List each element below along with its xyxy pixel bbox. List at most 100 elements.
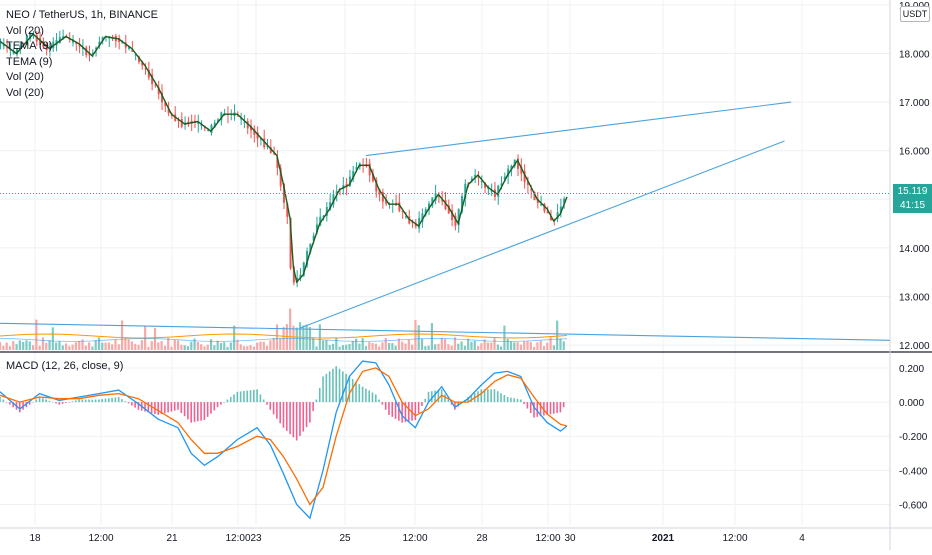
volume-bar <box>97 337 101 350</box>
histogram-bar <box>407 402 410 422</box>
legend-item[interactable]: TEMA (9) <box>6 55 53 68</box>
histogram-bar <box>32 402 34 403</box>
histogram-bar <box>259 394 262 403</box>
histogram-bar <box>414 402 417 421</box>
volume-bar <box>8 346 12 350</box>
legend-item[interactable]: TEMA (9) <box>6 40 53 52</box>
candle-body <box>444 199 447 210</box>
volume-bar <box>0 342 2 350</box>
histogram-bar <box>365 388 367 403</box>
histogram-bar <box>322 376 324 403</box>
candle-body <box>207 129 210 131</box>
legend-item[interactable]: Vol (20) <box>6 86 44 99</box>
histogram-bar <box>75 400 77 403</box>
histogram-bar <box>328 371 331 403</box>
volume-bar <box>513 342 516 350</box>
histogram-bar <box>28 402 31 405</box>
histogram-bar <box>470 395 473 403</box>
volume-bar <box>490 342 493 350</box>
trendline <box>365 101 792 157</box>
histogram-bar <box>187 402 189 420</box>
candle-body <box>88 53 91 56</box>
histogram-bar <box>269 402 272 410</box>
candle-body <box>124 42 127 48</box>
histogram-bar <box>84 399 87 403</box>
histogram-bar <box>5 402 8 403</box>
candle-body <box>289 217 292 269</box>
volume-bar <box>38 345 41 350</box>
candle-body <box>246 121 249 129</box>
volume-bar <box>341 345 345 350</box>
candle-body <box>157 87 160 95</box>
volume-bar <box>18 340 21 350</box>
signal-line <box>0 367 568 506</box>
candle-body <box>134 54 137 56</box>
volume-bar <box>25 340 28 350</box>
histogram-bar <box>180 402 183 413</box>
candle-body <box>563 198 566 204</box>
volume-bar <box>450 345 453 350</box>
macd-y-tick-label: -0.600 <box>899 501 928 512</box>
histogram-bar <box>335 366 338 403</box>
candle-body <box>309 243 312 253</box>
candle-body <box>484 182 487 188</box>
volume-bar <box>91 346 94 350</box>
volume-bar <box>206 344 209 350</box>
histogram-bar <box>299 402 301 437</box>
histogram-bar <box>309 402 311 423</box>
volume-bar <box>338 346 341 350</box>
currency-unit-badge[interactable]: USDT <box>900 6 930 22</box>
volume-bar <box>226 346 229 350</box>
legend-item[interactable]: Vol (20) <box>6 71 44 83</box>
histogram-bar <box>312 402 314 412</box>
histogram-bar <box>91 399 94 403</box>
volume-ma-line <box>0 333 568 339</box>
chart-title: NEO / TetherUS, 1h, BINANCE <box>6 9 159 21</box>
volume-bar <box>539 340 542 350</box>
candle-body <box>32 34 35 37</box>
candle-body <box>497 185 500 197</box>
candle-body <box>447 205 450 214</box>
histogram-bar <box>131 402 133 406</box>
x-tick-label: 30 <box>564 533 576 544</box>
candle-body <box>411 222 414 224</box>
candle-body <box>355 167 358 170</box>
histogram-bar <box>345 373 347 403</box>
countdown-label: 41:15 <box>893 198 932 213</box>
histogram-bar <box>203 402 206 421</box>
histogram-bar <box>529 402 532 413</box>
candle-body <box>375 179 378 192</box>
trendline <box>0 322 891 341</box>
candle-body <box>39 37 42 45</box>
histogram-bar <box>556 402 558 413</box>
candle-body <box>434 193 437 201</box>
x-tick-label: 12:00 <box>88 533 113 544</box>
candle-body <box>19 45 22 50</box>
histogram-bar <box>190 402 192 423</box>
y-tick-label: 14.000 <box>899 244 930 255</box>
macd-title: MACD (12, 26, close, 9) <box>6 360 124 372</box>
volume-bar <box>51 327 54 350</box>
volume-bar <box>378 346 381 350</box>
candle-body <box>35 35 38 42</box>
volume-bar <box>140 340 143 350</box>
legend-item[interactable]: Vol (20) <box>6 24 44 37</box>
histogram-bar <box>193 402 196 422</box>
candle-body <box>398 202 401 211</box>
x-tick-label: 25 <box>339 533 351 544</box>
candle-body <box>302 262 305 276</box>
histogram-bar <box>371 392 374 403</box>
histogram-bar <box>526 402 529 409</box>
histogram-bar <box>183 402 186 417</box>
volume-bar <box>351 341 354 350</box>
candle-body <box>276 157 279 169</box>
candle-body <box>332 194 335 205</box>
candle-body <box>256 132 259 139</box>
candle-body <box>91 53 94 55</box>
volume-bar <box>470 341 473 350</box>
histogram-bar <box>55 402 57 404</box>
volume-ma-line <box>0 338 568 342</box>
candle-body <box>128 45 131 49</box>
candle-body <box>549 215 552 221</box>
